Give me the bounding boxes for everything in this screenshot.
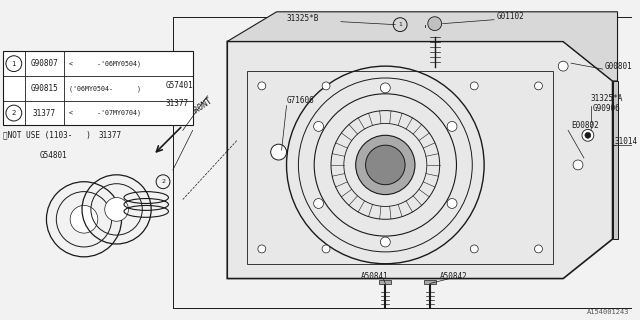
Text: <      -'06MY0504): < -'06MY0504): [69, 60, 141, 67]
Polygon shape: [227, 41, 612, 279]
Circle shape: [380, 237, 390, 247]
Text: 2: 2: [161, 179, 165, 184]
Text: 1: 1: [398, 22, 402, 27]
Circle shape: [585, 132, 591, 138]
Text: E00802: E00802: [571, 121, 599, 130]
Circle shape: [573, 160, 583, 170]
Text: ※NOT USE (1103-   ): ※NOT USE (1103- ): [3, 130, 91, 139]
Circle shape: [70, 205, 98, 233]
Circle shape: [314, 198, 324, 208]
Bar: [247, 71, 554, 264]
Text: 31325*B: 31325*B: [287, 14, 319, 23]
Text: 31014: 31014: [614, 137, 637, 146]
Text: G90815: G90815: [31, 84, 58, 93]
Circle shape: [258, 82, 266, 90]
Bar: [3, 51, 193, 125]
Text: 2: 2: [12, 110, 16, 116]
Text: ('06MY0504-      ): ('06MY0504- ): [69, 85, 141, 92]
Circle shape: [447, 198, 457, 208]
Text: G00801: G00801: [605, 62, 632, 71]
Text: G57401: G57401: [166, 81, 194, 90]
Circle shape: [322, 245, 330, 253]
Bar: [424, 280, 436, 284]
Circle shape: [428, 17, 442, 31]
Text: 31377: 31377: [99, 131, 122, 140]
Circle shape: [105, 197, 129, 221]
Text: 31377: 31377: [166, 99, 189, 108]
Polygon shape: [612, 81, 618, 239]
Text: 31377: 31377: [33, 108, 56, 117]
Circle shape: [258, 245, 266, 253]
Circle shape: [470, 82, 478, 90]
Bar: [380, 280, 391, 284]
Circle shape: [534, 245, 543, 253]
Text: 31325*A: 31325*A: [591, 94, 623, 103]
Circle shape: [447, 122, 457, 131]
Text: G90807: G90807: [31, 59, 58, 68]
Circle shape: [356, 135, 415, 195]
Text: A50841: A50841: [360, 272, 388, 281]
Text: G71606: G71606: [287, 96, 314, 105]
Circle shape: [582, 129, 594, 141]
Text: <      -'07MY0704): < -'07MY0704): [69, 110, 141, 116]
Text: G54801: G54801: [40, 150, 67, 160]
Circle shape: [534, 82, 543, 90]
Circle shape: [558, 61, 568, 71]
Circle shape: [470, 245, 478, 253]
Text: A50842: A50842: [440, 272, 467, 281]
Circle shape: [314, 122, 324, 131]
Text: G90906: G90906: [593, 104, 621, 113]
Text: FRONT: FRONT: [188, 96, 213, 117]
Circle shape: [322, 82, 330, 90]
Circle shape: [380, 83, 390, 93]
Text: A154001243: A154001243: [587, 309, 629, 315]
Circle shape: [365, 145, 405, 185]
Text: 1: 1: [12, 61, 16, 67]
Text: G01102: G01102: [497, 12, 525, 21]
Polygon shape: [227, 12, 618, 81]
Circle shape: [271, 144, 287, 160]
